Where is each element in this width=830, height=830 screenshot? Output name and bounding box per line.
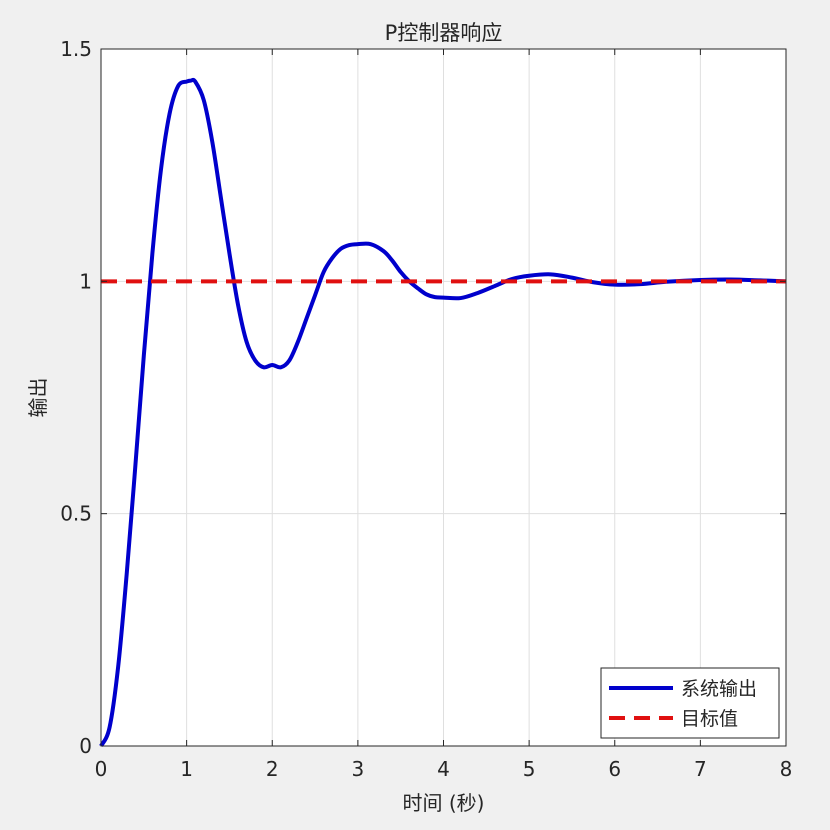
legend-label: 目标值 bbox=[681, 708, 738, 730]
x-tick-label: 4 bbox=[437, 757, 450, 781]
y-tick-label: 0 bbox=[79, 734, 92, 758]
tick-layer: 0 1 2 3 4 5 6 7 8 0 0.5 1 1.5 bbox=[60, 37, 792, 781]
legend-box bbox=[600, 667, 780, 739]
x-tick-label: 3 bbox=[352, 757, 365, 781]
x-tick-label: 8 bbox=[780, 757, 793, 781]
x-tick-label: 2 bbox=[266, 757, 279, 781]
y-tick-label: 1 bbox=[79, 269, 92, 293]
x-tick-label: 0 bbox=[95, 757, 108, 781]
y-tick-label: 0.5 bbox=[60, 502, 92, 526]
x-tick-label: 6 bbox=[608, 757, 621, 781]
x-tick-label: 7 bbox=[694, 757, 707, 781]
series-line-output bbox=[99, 77, 787, 747]
chart-title: P控制器响应 bbox=[385, 21, 503, 45]
legend-label: 系统输出 bbox=[681, 678, 757, 700]
x-tick-label: 5 bbox=[523, 757, 536, 781]
series-layer bbox=[99, 77, 787, 747]
y-axis-label: 输出 bbox=[26, 378, 50, 418]
x-axis-label: 时间 (秒) bbox=[403, 791, 485, 815]
y-tick-label: 1.5 bbox=[60, 37, 92, 61]
x-tick-label: 1 bbox=[180, 757, 193, 781]
